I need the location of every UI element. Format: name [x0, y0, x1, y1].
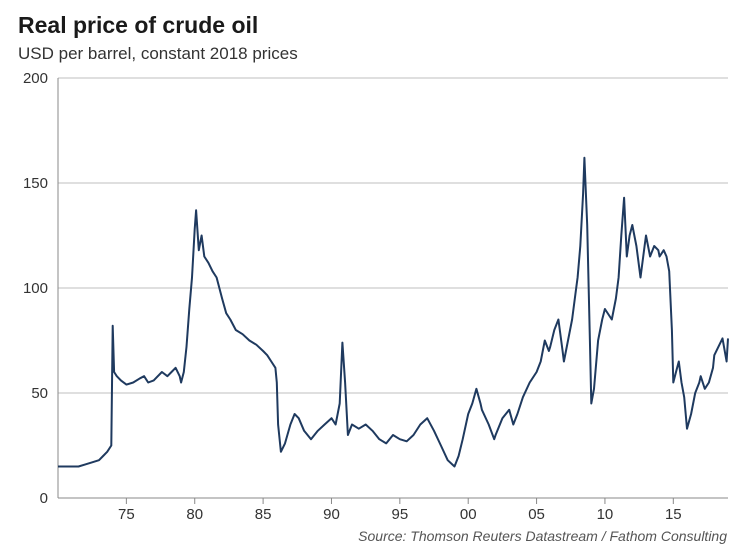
y-tick-label: 100 — [0, 280, 48, 297]
x-tick-label: 80 — [175, 506, 215, 523]
chart-source: Source: Thomson Reuters Datastream / Fat… — [358, 528, 727, 544]
x-tick-label: 05 — [517, 506, 557, 523]
x-tick-label: 15 — [653, 506, 693, 523]
x-tick-label: 90 — [311, 506, 351, 523]
x-tick-label: 10 — [585, 506, 625, 523]
x-tick-label: 00 — [448, 506, 488, 523]
y-tick-label: 200 — [0, 70, 48, 87]
y-tick-label: 0 — [0, 490, 48, 507]
y-tick-label: 50 — [0, 385, 48, 402]
x-tick-label: 75 — [106, 506, 146, 523]
chart-plot — [0, 0, 745, 550]
x-tick-label: 95 — [380, 506, 420, 523]
x-tick-label: 85 — [243, 506, 283, 523]
chart-container: { "title": "Real price of crude oil", "t… — [0, 0, 745, 550]
y-tick-label: 150 — [0, 175, 48, 192]
